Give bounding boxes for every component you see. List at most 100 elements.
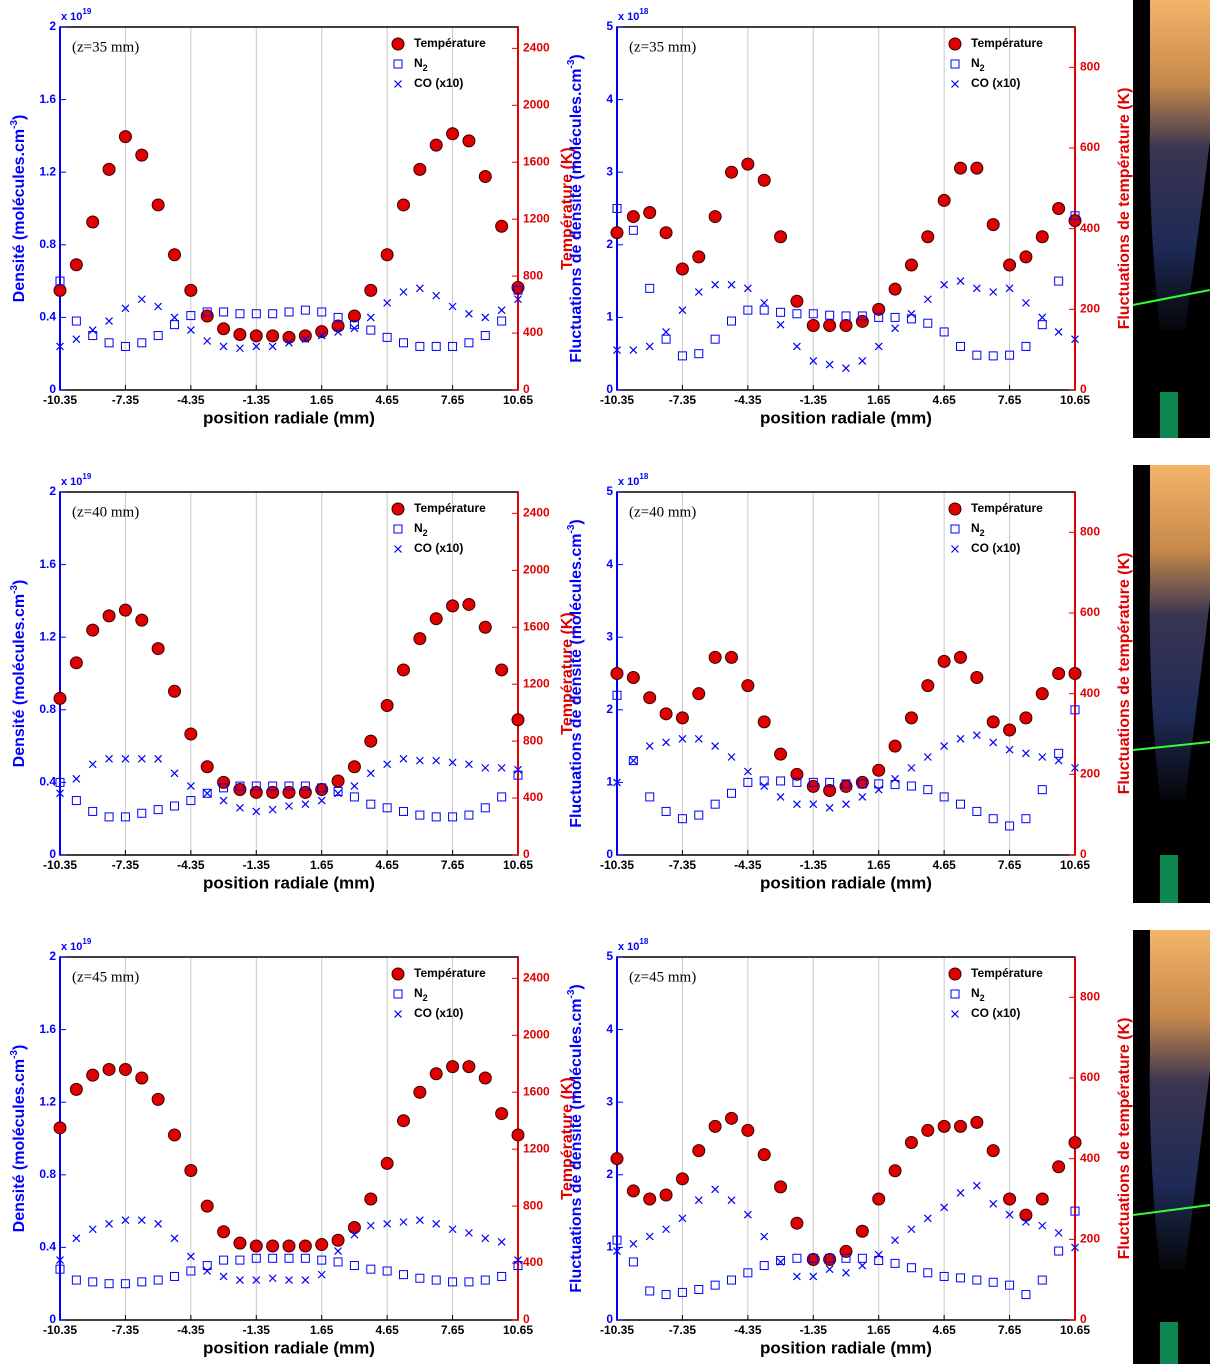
y-axis-label-sup: -3 (9, 1050, 20, 1059)
co-point (219, 1272, 228, 1281)
n2-point (431, 341, 441, 351)
n2-point (71, 316, 81, 326)
legend-marker (951, 545, 959, 553)
temperature-point (626, 671, 640, 685)
co-point (317, 331, 326, 340)
n2-point (55, 777, 65, 787)
temperature-point (937, 1119, 951, 1133)
co-point (874, 785, 883, 794)
y2-tick-label: 2400 (523, 41, 550, 55)
n2-point (727, 788, 736, 798)
legend-label: Température (414, 36, 486, 50)
n2-point (382, 803, 392, 813)
n2-point (71, 796, 81, 806)
y2-tick-label: 1600 (523, 154, 550, 168)
temperature-point (200, 760, 214, 774)
n2-point (186, 311, 196, 321)
temperature-point (298, 785, 312, 799)
co-point (72, 1234, 81, 1243)
co-point (366, 769, 375, 778)
temperature-point (1003, 258, 1017, 272)
n2-point (317, 307, 327, 317)
y-axis-label-sup: -3 (566, 524, 577, 533)
x-tick-label: 10.65 (1060, 1323, 1090, 1337)
n2-point (431, 1275, 441, 1285)
temperature-point (478, 1071, 492, 1085)
co-point (56, 789, 64, 798)
temperature-point (921, 1123, 935, 1137)
co-point (236, 803, 244, 812)
n2-point (219, 783, 229, 793)
temperature-point (331, 774, 345, 788)
co-point (236, 1276, 244, 1284)
temperature-point (266, 329, 280, 343)
co-point (907, 763, 916, 772)
n2-point (497, 1271, 507, 1281)
legend-marker (393, 59, 403, 69)
temperature-point (413, 1085, 427, 1099)
y-tick-label: 5 (606, 949, 613, 963)
y2-tick-label: 200 (1080, 302, 1100, 316)
temperature-point (970, 161, 984, 175)
co-point (793, 342, 801, 351)
legend-label: N2 (414, 521, 428, 538)
co-point (236, 344, 244, 353)
co-point (334, 1247, 342, 1255)
co-point (465, 1228, 473, 1237)
n2-point (759, 776, 769, 786)
n2-point (628, 1257, 638, 1267)
y-tick-label: 0.8 (39, 702, 56, 716)
co-point (465, 760, 473, 769)
temperature-point (626, 210, 640, 224)
y2-tick-label: 800 (523, 268, 543, 282)
temperature-point (86, 1068, 100, 1082)
n2-point (710, 799, 720, 809)
y-axis-label-sup: -3 (9, 585, 20, 594)
co-point (137, 295, 146, 304)
y-axis-label-sup: -3 (9, 120, 20, 129)
y-multiplier-base: x 10 (61, 476, 82, 488)
n2-point (972, 806, 982, 816)
co-point (940, 1203, 949, 1212)
co-point (465, 309, 473, 318)
temperature-point (1003, 723, 1017, 737)
legend-marker (393, 524, 403, 534)
temperature-point (725, 650, 738, 664)
n2-point (464, 810, 474, 820)
co-point (481, 1234, 490, 1243)
legend-label: Température (971, 36, 1043, 50)
x-tick-label: -1.35 (243, 393, 271, 407)
temperature-point (1019, 1208, 1033, 1222)
legend-label: CO (x10) (971, 541, 1020, 555)
y2-axis-label: Fluctuations de température (K) (1116, 1018, 1133, 1260)
n2-point (825, 310, 835, 320)
temperature-point (364, 1192, 378, 1206)
n2-point (1005, 350, 1015, 360)
co-point (268, 805, 277, 814)
co-point (907, 1225, 916, 1234)
n2-point (776, 776, 786, 786)
n2-point (628, 225, 638, 235)
co-point (1005, 745, 1014, 754)
temperature-point (970, 671, 984, 685)
temperature-point (380, 248, 394, 262)
co-point (399, 288, 408, 296)
co-point (1038, 1221, 1047, 1230)
y-tick-label: 4 (606, 1022, 613, 1036)
co-point (170, 313, 179, 322)
chart: -10.35 -7.35 -4.35 -1.35 1.65 4.65 7.65 10.6500… (9, 7, 577, 427)
y-multiplier-exponent: 19 (82, 7, 91, 16)
n2-point (219, 307, 229, 317)
legend-marker (391, 37, 405, 51)
y2-tick-label: 800 (523, 733, 543, 747)
temperature-point (135, 148, 149, 162)
n2-point (202, 788, 212, 798)
co-point (858, 1261, 867, 1270)
n2-point (988, 351, 998, 361)
co-point (694, 288, 703, 296)
co-point (301, 800, 310, 809)
legend-label: CO (x10) (971, 76, 1020, 90)
co-point (268, 342, 277, 351)
n2-point (727, 1275, 736, 1285)
co-point (203, 337, 212, 345)
